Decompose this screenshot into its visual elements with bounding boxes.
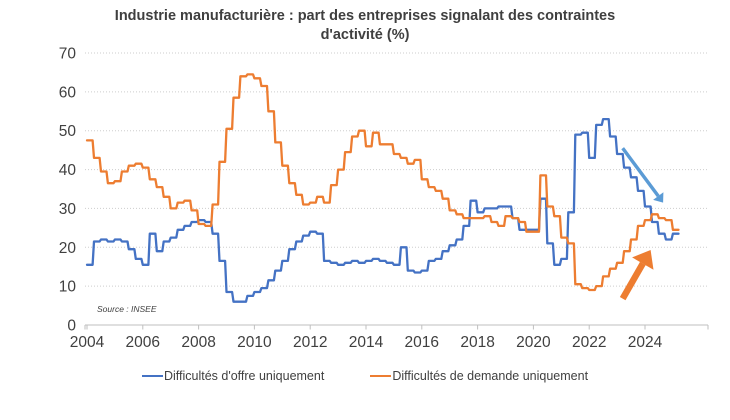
chart-title: Industrie manufacturière : part des entr…: [114, 8, 616, 43]
y-tick-label: 10: [59, 279, 77, 296]
x-tick-label: 2010: [237, 334, 272, 351]
source-note: Source : INSEE: [97, 304, 157, 314]
series-line-difficultes-demande: [85, 73, 680, 292]
chart-legend: Difficultés d'offre uniquement Difficult…: [0, 369, 730, 383]
legend-dash-icon: [370, 374, 392, 378]
legend-dash-icon: [141, 374, 163, 378]
y-tick-label: 60: [59, 84, 77, 101]
trend-arrow-up-icon: [619, 261, 646, 301]
series-line-difficultes-offre: [85, 117, 680, 303]
legend-item-demande: Difficultés de demande uniquement: [370, 369, 588, 383]
x-tick-label: 2004: [70, 334, 105, 351]
x-tick-label: 2018: [460, 334, 494, 351]
y-tick-label: 20: [59, 240, 77, 257]
y-tick-label: 40: [59, 162, 77, 179]
x-tick-label: 2012: [293, 334, 327, 351]
legend-label: Difficultés d'offre uniquement: [163, 369, 325, 383]
x-tick-label: 2020: [516, 334, 551, 351]
legend-item-offre: Difficultés d'offre uniquement: [141, 369, 325, 383]
trend-arrow-down-icon: [653, 192, 664, 203]
x-tick-label: 2006: [126, 334, 160, 351]
x-tick-label: 2024: [628, 334, 663, 351]
y-tick-label: 70: [59, 46, 77, 63]
x-tick-label: 2016: [405, 334, 439, 351]
y-tick-label: 50: [59, 123, 77, 140]
x-tick-label: 2008: [181, 334, 215, 351]
y-tick-label: 0: [67, 318, 76, 335]
legend-label: Difficultés de demande uniquement: [392, 369, 589, 383]
x-tick-label: 2014: [349, 334, 384, 351]
trend-arrow-up-icon: [632, 250, 654, 270]
x-tick-label: 2022: [572, 334, 606, 351]
trend-arrow-down-icon: [621, 147, 660, 198]
y-tick-label: 30: [59, 201, 77, 218]
